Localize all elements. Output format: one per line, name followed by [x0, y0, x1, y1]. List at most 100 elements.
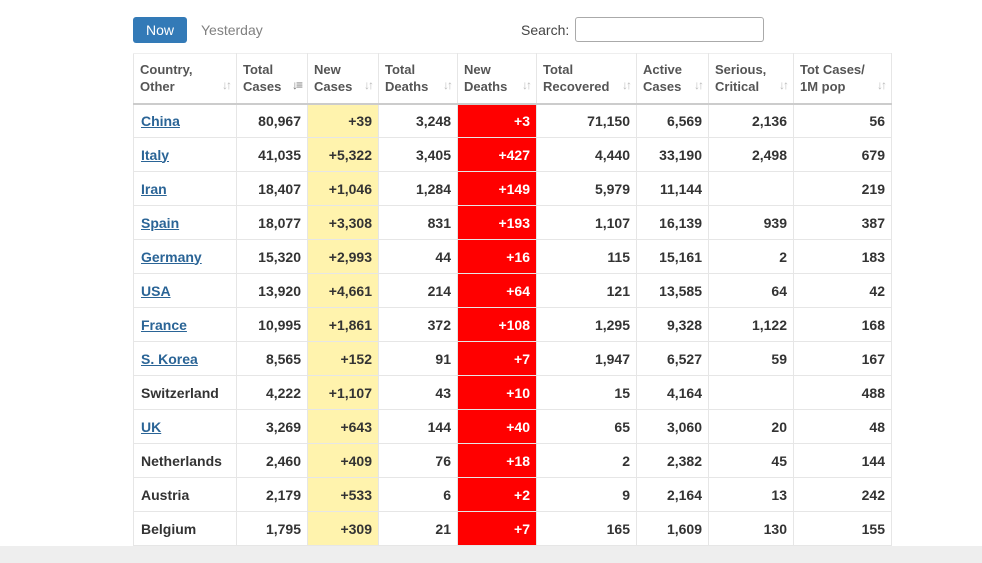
country-link[interactable]: Germany [141, 248, 202, 265]
header-label-line2: Deaths [385, 79, 429, 95]
total-recovered-cell: 65 [536, 409, 637, 444]
header-country-other[interactable]: Country, Other ↓↑ [133, 53, 237, 105]
total-deaths-cell: 1,284 [378, 171, 458, 206]
sort-icon[interactable]: ↓↑ [222, 77, 232, 92]
header-serious-critical[interactable]: Serious, Critical ↓↑ [708, 53, 794, 105]
total-cases-cell: 2,179 [236, 477, 308, 512]
new-cases-cell: +3,308 [307, 205, 379, 240]
total-cases-cell: 15,320 [236, 239, 308, 274]
tab-now[interactable]: Now [133, 17, 187, 43]
active-cases-cell: 4,164 [636, 375, 709, 410]
country-link[interactable]: USA [141, 282, 171, 299]
new-deaths-cell: +193 [457, 205, 537, 240]
header-total-recovered[interactable]: Total Recovered ↓↑ [536, 53, 637, 105]
country-cell: Belgium [133, 511, 237, 546]
total-deaths-cell: 831 [378, 205, 458, 240]
new-cases-cell: +533 [307, 477, 379, 512]
new-cases-cell: +1,107 [307, 375, 379, 410]
header-label-line1: Serious, [715, 62, 767, 78]
search-input[interactable] [575, 17, 764, 42]
country-name: Switzerland [141, 384, 219, 401]
sort-icon[interactable]: ↓↑ [622, 77, 632, 92]
tab-yesterday[interactable]: Yesterday [201, 22, 263, 38]
header-total-cases[interactable]: Total Cases ↓≡ [236, 53, 308, 105]
country-cell: UK [133, 409, 237, 444]
country-cell: Spain [133, 205, 237, 240]
total-cases-cell: 1,795 [236, 511, 308, 546]
active-cases-cell: 33,190 [636, 137, 709, 172]
new-cases-cell: +309 [307, 511, 379, 546]
header-new-cases[interactable]: New Cases ↓↑ [307, 53, 379, 105]
serious-critical-cell: 20 [708, 409, 794, 444]
active-cases-cell: 16,139 [636, 205, 709, 240]
cases-per-1m-cell: 183 [793, 239, 892, 274]
new-cases-cell: +39 [307, 103, 379, 138]
table-row: Germany 15,320 +2,993 44 +16 115 15,161 2 183 [133, 239, 892, 274]
country-link[interactable]: France [141, 316, 187, 333]
country-link[interactable]: Spain [141, 214, 180, 231]
table-row: Austria 2,179 +533 6 +2 9 2,164 13 242 [133, 477, 892, 512]
new-deaths-cell: +16 [457, 239, 537, 274]
total-deaths-cell: 3,248 [378, 103, 458, 138]
header-active-cases[interactable]: Active Cases ↓↑ [636, 53, 709, 105]
serious-critical-cell: 45 [708, 443, 794, 478]
table-row: Switzerland 4,222 +1,107 43 +10 15 4,164 488 [133, 375, 892, 410]
sort-desc-icon[interactable]: ↓≡ [291, 77, 303, 92]
total-cases-cell: 41,035 [236, 137, 308, 172]
header-new-deaths[interactable]: New Deaths ↓↑ [457, 53, 537, 105]
header-total-deaths[interactable]: Total Deaths ↓↑ [378, 53, 458, 105]
new-deaths-cell: +64 [457, 273, 537, 308]
total-cases-cell: 18,077 [236, 205, 308, 240]
new-cases-cell: +409 [307, 443, 379, 478]
sort-icon[interactable]: ↓↑ [694, 77, 704, 92]
total-cases-cell: 80,967 [236, 103, 308, 138]
table-row: S. Korea 8,565 +152 91 +7 1,947 6,527 59 167 [133, 341, 892, 376]
new-deaths-cell: +2 [457, 477, 537, 512]
new-deaths-cell: +7 [457, 511, 537, 546]
sort-icon[interactable]: ↓↑ [779, 77, 789, 92]
active-cases-cell: 6,569 [636, 103, 709, 138]
total-recovered-cell: 115 [536, 239, 637, 274]
new-deaths-cell: +427 [457, 137, 537, 172]
sort-icon[interactable]: ↓↑ [522, 77, 532, 92]
country-link[interactable]: S. Korea [141, 350, 198, 367]
coronavirus-cases-table: Country, Other ↓↑ Total Cases ↓≡ New Cases ↓↑ Tot… [133, 53, 892, 546]
serious-critical-cell [708, 375, 794, 410]
header-label-line1: Active [643, 62, 683, 78]
active-cases-cell: 6,527 [636, 341, 709, 376]
active-cases-cell: 3,060 [636, 409, 709, 444]
serious-critical-cell: 64 [708, 273, 794, 308]
sort-icon[interactable]: ↓↑ [877, 77, 887, 92]
cases-per-1m-cell: 167 [793, 341, 892, 376]
total-cases-cell: 10,995 [236, 307, 308, 342]
cases-per-1m-cell: 42 [793, 273, 892, 308]
serious-critical-cell: 130 [708, 511, 794, 546]
sort-icon[interactable]: ↓↑ [443, 77, 453, 92]
header-label-line1: Country, [140, 62, 193, 78]
serious-critical-cell: 2 [708, 239, 794, 274]
total-deaths-cell: 214 [378, 273, 458, 308]
country-link[interactable]: Italy [141, 146, 170, 163]
serious-critical-cell [708, 171, 794, 206]
new-deaths-cell: +149 [457, 171, 537, 206]
active-cases-cell: 9,328 [636, 307, 709, 342]
country-link[interactable]: China [141, 112, 180, 129]
country-link[interactable]: Iran [141, 180, 167, 197]
header-label-line2: Other [140, 79, 175, 95]
total-deaths-cell: 3,405 [378, 137, 458, 172]
header-label-line2: Recovered [543, 79, 610, 95]
active-cases-cell: 2,382 [636, 443, 709, 478]
header-tot-cases-per-1m-pop[interactable]: Tot Cases/1M pop ↓↑ [793, 53, 892, 105]
total-deaths-cell: 21 [378, 511, 458, 546]
total-deaths-cell: 43 [378, 375, 458, 410]
total-recovered-cell: 121 [536, 273, 637, 308]
country-link[interactable]: UK [141, 418, 162, 435]
total-cases-cell: 13,920 [236, 273, 308, 308]
header-label-line2: Deaths [464, 79, 508, 95]
new-deaths-cell: +7 [457, 341, 537, 376]
new-cases-cell: +4,661 [307, 273, 379, 308]
total-recovered-cell: 2 [536, 443, 637, 478]
new-cases-cell: +152 [307, 341, 379, 376]
sort-icon[interactable]: ↓↑ [364, 77, 374, 92]
country-name: Austria [141, 486, 190, 503]
